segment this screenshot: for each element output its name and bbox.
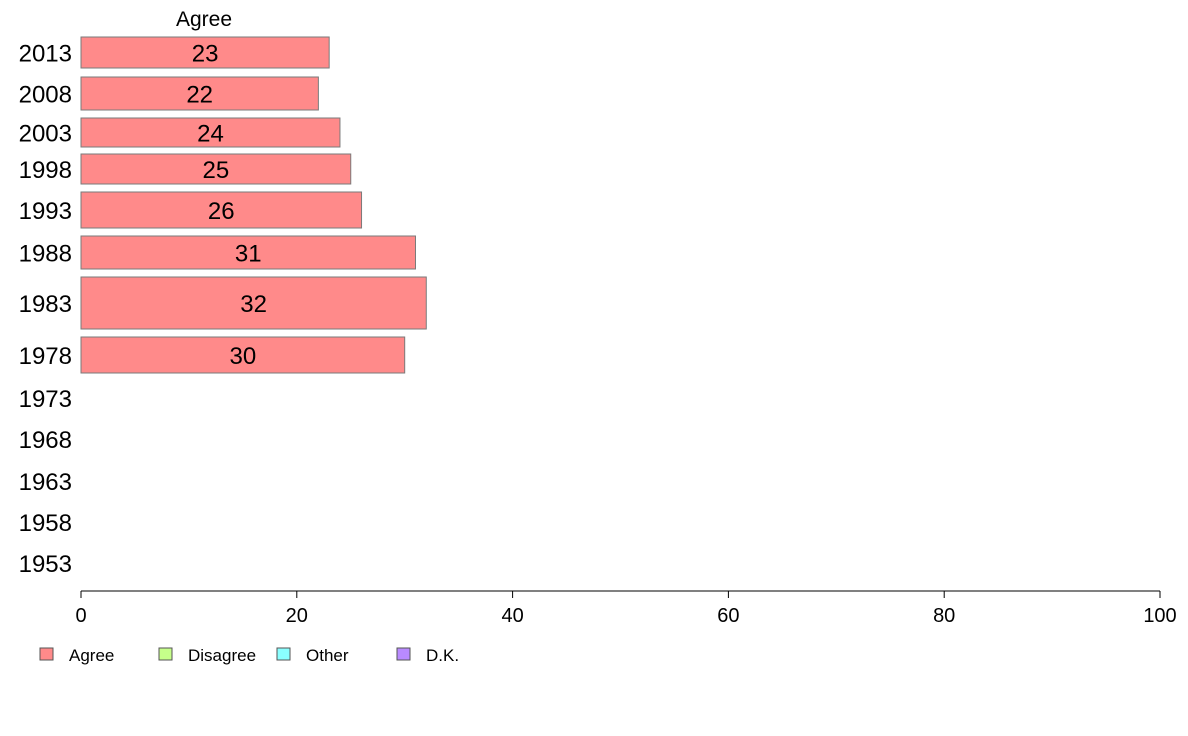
category-label: 1968	[19, 427, 72, 454]
category-label: 1998	[19, 157, 72, 184]
category-label: 1963	[19, 469, 72, 496]
bar-value-label: 31	[235, 241, 262, 268]
bar-value-label: 25	[203, 157, 230, 184]
x-tick-label: 100	[1143, 605, 1176, 627]
category-label: 1953	[19, 551, 72, 578]
bar	[80, 276, 427, 330]
category-label: 1993	[19, 198, 72, 225]
legend: Agree Disagree Other D.K.	[39, 646, 459, 665]
legend-swatch	[158, 647, 173, 661]
legend-swatch	[39, 647, 54, 661]
bar-value-label: 22	[186, 82, 213, 109]
x-tick-label: 40	[501, 605, 523, 627]
category-label: 1988	[19, 241, 72, 268]
bar	[80, 36, 330, 69]
bar-value-label: 30	[229, 343, 256, 370]
category-label: 2013	[19, 41, 72, 68]
x-tick-label: 20	[286, 605, 308, 627]
legend-swatch	[396, 647, 411, 661]
legend-label: Agree	[69, 646, 114, 665]
bar	[80, 235, 416, 270]
bar	[80, 76, 319, 111]
bar	[80, 153, 352, 185]
category-label: 1983	[19, 291, 72, 318]
bar-value-label: 23	[192, 41, 219, 68]
x-tick-label: 60	[717, 605, 739, 627]
legend-label: D.K.	[426, 646, 459, 665]
series-header: Agree	[176, 8, 232, 31]
bar	[80, 336, 406, 374]
chart-rows: 2013 23 2008 22 2003 24 1998 25 1993 26 1988 31 1983…	[19, 36, 427, 578]
bar	[80, 191, 363, 229]
category-label: 2008	[19, 82, 72, 109]
category-label: 1978	[19, 343, 72, 370]
bar-value-label: 24	[197, 121, 224, 148]
legend-label: Disagree	[188, 646, 256, 665]
category-label: 2003	[19, 121, 72, 148]
bar-value-label: 26	[208, 198, 235, 225]
legend-label: Other	[306, 646, 349, 665]
bar-value-label: 32	[240, 291, 267, 318]
category-label: 1958	[19, 510, 72, 537]
x-tick-label: 80	[933, 605, 955, 627]
bar	[80, 117, 341, 148]
x-axis: 0 20 40 60 80 100	[75, 590, 1177, 627]
x-tick-label: 0	[75, 605, 86, 627]
category-label: 1973	[19, 386, 72, 413]
legend-swatch	[276, 647, 291, 661]
